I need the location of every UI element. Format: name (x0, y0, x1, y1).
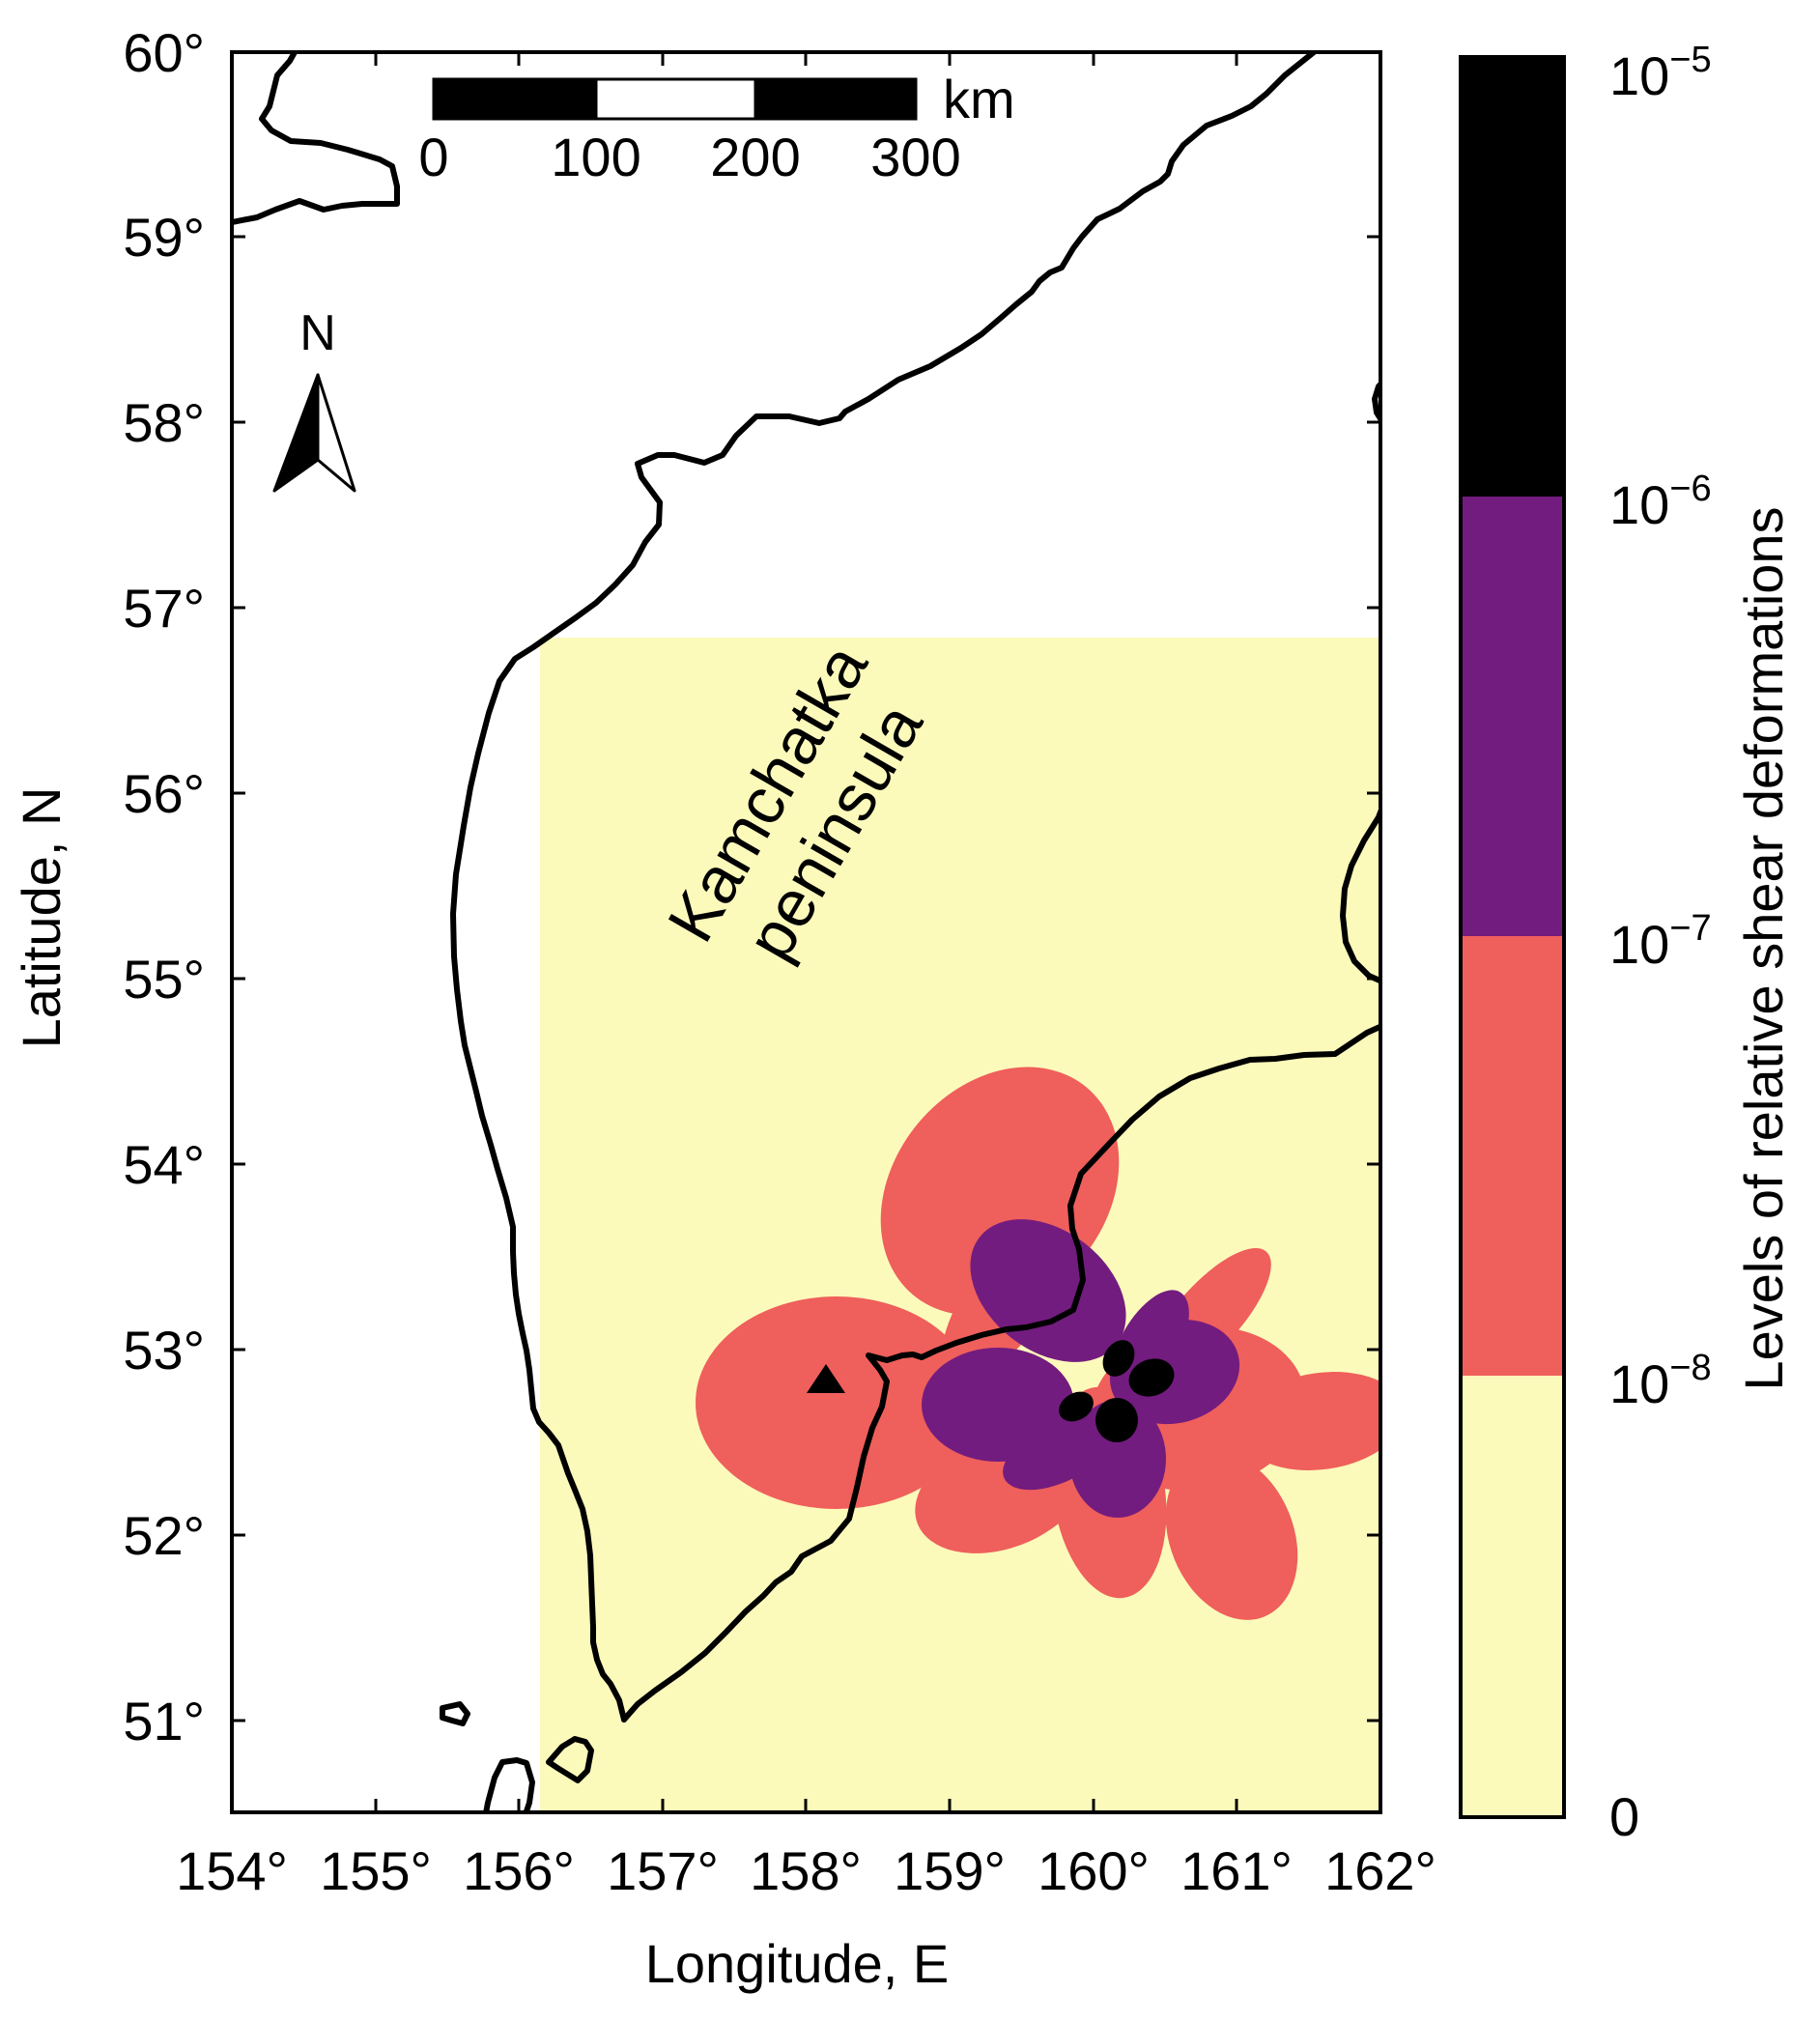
y-tick-56: 56° (123, 763, 205, 824)
colorbar-label-0: 0 (1609, 1786, 1639, 1847)
north-label: N (299, 305, 336, 361)
colorbar-label-1e-8: 10−8 (1609, 1348, 1712, 1414)
colorbar-label-1e-5: 10−5 (1609, 40, 1712, 106)
y-tick-58: 58° (123, 392, 205, 453)
x-axis-labels: 154° 155° 156° 157° 158° 159° 160° 161° … (176, 1840, 1436, 1901)
y-tick-53: 53° (123, 1320, 205, 1381)
y-tick-59: 59° (123, 207, 205, 268)
y-axis-title: Latitude, N (11, 787, 71, 1049)
x-tick-161: 161° (1180, 1840, 1293, 1901)
x-tick-155: 155° (320, 1840, 432, 1901)
deformation-level-1e-6 (1059, 1340, 1175, 1442)
colorbar-label-1e-6: 10−6 (1609, 469, 1712, 535)
x-tick-156: 156° (463, 1840, 575, 1901)
y-tick-55: 55° (123, 949, 205, 1010)
north-arrow-light-half (316, 373, 356, 493)
scale-unit: km (943, 69, 1015, 129)
colorbar-frame (1459, 55, 1566, 1819)
scale-label-100: 100 (551, 127, 640, 187)
north-arrow: N (272, 305, 356, 493)
y-tick-54: 54° (123, 1134, 205, 1195)
axis-ticks (232, 50, 1380, 1812)
scale-bar: km 0 100 200 300 (418, 69, 1014, 187)
station-triangle-marker (807, 1364, 845, 1393)
y-tick-57: 57° (123, 578, 205, 639)
x-tick-158: 158° (750, 1840, 862, 1901)
x-tick-154: 154° (176, 1840, 288, 1901)
scale-label-300: 300 (870, 127, 960, 187)
x-axis-title: Longitude, E (645, 1933, 949, 1994)
y-tick-52: 52° (123, 1505, 205, 1566)
colorbar-band-1e-6 (1461, 57, 1564, 497)
y-tick-51: 51° (123, 1691, 205, 1751)
map-area (232, 52, 1380, 1812)
x-tick-159: 159° (894, 1840, 1006, 1901)
colorbar-band-1e-8 (1461, 936, 1564, 1376)
colorbar-band-0 (1461, 1376, 1564, 1817)
scale-label-0: 0 (418, 127, 448, 187)
y-tick-60: 60° (123, 22, 205, 83)
colorbar-label-1e-7: 10−7 (1609, 908, 1712, 975)
deformation-level-1e-7 (922, 1219, 1240, 1518)
x-tick-157: 157° (607, 1840, 719, 1901)
scale-label-200: 200 (710, 127, 800, 187)
x-tick-160: 160° (1038, 1840, 1150, 1901)
colorbar-title: Levels of relative shear deformations (1733, 506, 1794, 1390)
colorbar-band-1e-7 (1461, 497, 1564, 936)
x-tick-162: 162° (1324, 1840, 1436, 1901)
colorbar: 10−5 10−6 10−7 10−8 0 Levels of relative… (1459, 40, 1794, 1847)
y-axis-labels: 60° 59° 58° 57° 56° 55° 54° 53° 52° 51° (123, 22, 205, 1751)
